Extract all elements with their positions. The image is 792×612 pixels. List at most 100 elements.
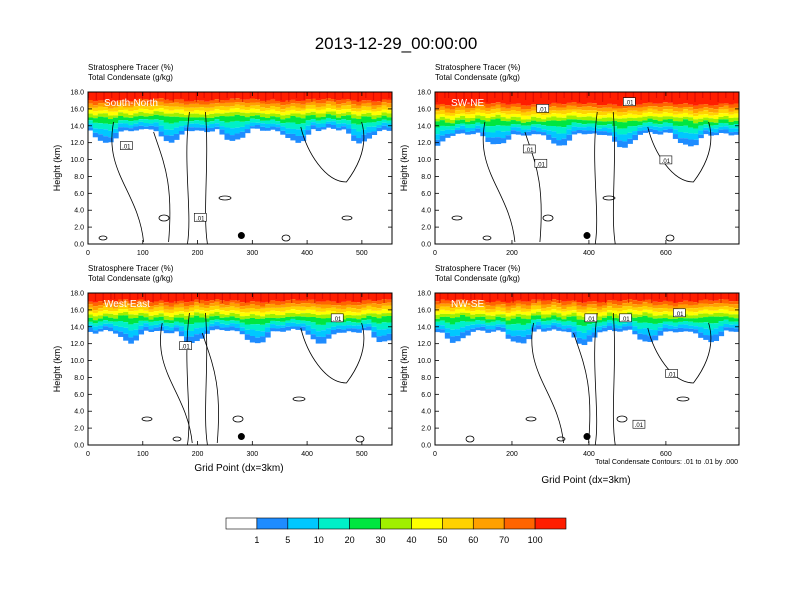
tracer-cell [325,123,332,128]
tracer-cell [708,115,714,119]
tracer-cell [475,303,481,307]
tracer-cell [647,92,654,103]
tracer-cell [138,309,145,313]
tracer-cell [454,130,461,134]
tracer-cell [148,321,155,326]
tracer-cell [366,132,373,139]
tracer-cell [561,114,568,118]
tracer-cell [728,125,735,129]
tracer-cell [662,303,669,308]
tracer-cell [682,112,689,117]
tracer-cell [601,327,608,332]
tracer-cell [92,310,99,313]
tracer-cell [576,107,583,110]
tracer-cell [596,125,603,129]
tracer-cell [214,106,221,110]
tracer-cell [495,114,502,119]
tracer-cell [672,104,679,108]
tracer-cell [148,92,155,101]
tracer-cell [515,92,522,104]
tracer-cell [209,117,215,122]
tracer-cell [546,320,552,325]
tracer-cell [133,317,139,324]
tracer-cell [485,107,492,112]
tracer-cell [209,127,215,132]
tracer-cell [485,315,492,320]
tracer-cell [546,293,552,301]
tracer-cell [371,307,378,311]
tracer-cell [234,310,241,314]
tracer-cell [361,310,367,315]
tracer-cell [723,119,730,124]
tracer-cell [346,328,352,332]
tracer-cell [708,306,714,311]
tracer-cell [652,301,659,306]
tracer-cell [239,331,246,335]
tracer-cell [703,104,709,108]
tracer-cell [505,114,512,119]
tracer-cell [733,321,739,325]
tracer-cell [627,299,633,303]
tracer-cell [520,119,527,123]
tracer-cell [637,316,644,323]
contour-line [158,214,170,222]
tracer-cell [475,108,481,113]
tracer-cell [113,101,119,106]
tracer-cell [617,305,623,309]
tracer-cell [672,318,679,323]
tracer-cell [305,313,312,318]
tracer-cell [153,126,160,132]
tracer-cell [265,108,271,111]
tracer-cell [581,306,588,310]
tracer-cell [530,299,537,304]
tracer-cell [209,323,215,327]
tracer-cell [97,103,104,107]
tracer-cell [234,317,241,321]
tracer-streak [129,293,131,303]
tracer-cell [209,326,215,331]
tracer-cell [586,120,593,124]
tracer-cell [703,309,709,314]
tracer-cell [97,325,104,329]
contour-label-box [619,313,632,323]
tracer-cell [662,109,669,113]
tracer-cell [239,126,246,132]
tracer-cell [657,293,664,303]
tracer-cell [153,108,160,112]
tracer-cell [259,92,266,101]
tracer-cell [219,113,226,117]
tracer-cell [439,316,446,321]
tracer-cell [439,92,446,104]
tracer-cell [439,306,446,310]
tracer-cell [693,119,699,124]
tracer-cell [703,110,709,115]
xtick-label: 200 [192,250,204,257]
tracer-cell [551,106,557,111]
tracer-cell [133,100,139,103]
tracer-cell [92,115,99,119]
tracer-cell [439,135,446,142]
tracer-streak [481,293,483,301]
tracer-cell [249,102,256,106]
tracer-cell [500,113,507,118]
tracer-cell [596,105,603,109]
tracer-cell [244,318,251,325]
tracer-cell [330,119,337,122]
tracer-cell [612,300,618,305]
xtick-label: 500 [356,451,368,458]
tracer-cell [102,313,109,317]
tracer-cell [265,92,271,101]
tracer-cell [189,305,195,308]
tracer-cell [214,116,221,120]
tracer-cell [591,123,598,128]
tracer-cell [290,322,297,327]
tracer-cell [265,307,271,312]
tracer-cell [163,312,170,316]
tracer-cell [209,306,215,311]
tracer-cell [189,101,195,104]
tracer-cell [470,92,476,105]
tracer-cell [280,317,286,322]
panel-south-north: Stratosphere Tracer (%)Total Condensate … [52,63,393,257]
tracer-cell [601,125,608,128]
tracer-cell [194,328,200,335]
